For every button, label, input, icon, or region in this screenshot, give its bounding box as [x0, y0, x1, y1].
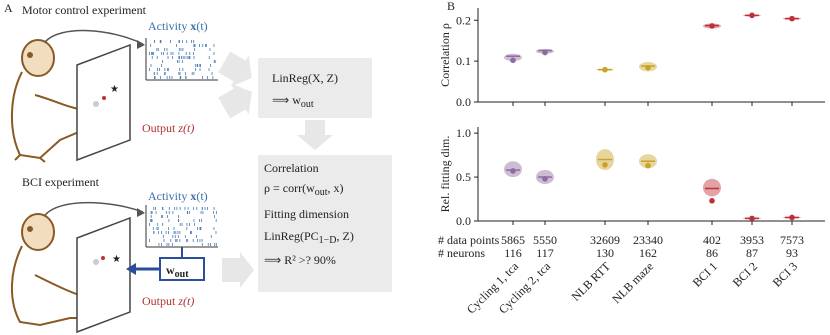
point	[602, 66, 608, 73]
cursor-red	[101, 256, 105, 260]
box-linreg	[258, 58, 372, 118]
output-text: Output	[142, 121, 178, 135]
box1-sub: out	[301, 99, 314, 110]
table-cell: 402	[703, 233, 721, 247]
output-symbol: z(t)	[177, 294, 194, 308]
panel-b: Correlation ρ 0.0 0.1 0.2 Rel. fitting dim. 0…	[438, 8, 825, 316]
box2-line: ρ = corr(wout, x)	[264, 181, 344, 198]
table-cell: 23340	[633, 233, 663, 247]
x-tick-label: NLB RTT	[569, 259, 614, 304]
table-cell: 5550	[533, 233, 557, 247]
activity-symbol: x	[190, 189, 196, 203]
y-axis-label: Rel. fitting dim.	[438, 136, 452, 213]
box1-text: ⟹ w	[272, 93, 301, 107]
panel-letter: B	[447, 0, 455, 13]
y-tick-label: 0.0	[456, 214, 471, 228]
cursor	[93, 101, 99, 107]
arrowhead	[137, 208, 145, 217]
table-cell: 3953	[740, 233, 764, 247]
flow-arrows	[218, 51, 333, 288]
point	[749, 12, 755, 19]
point	[542, 176, 548, 182]
output-symbol: z(t)	[177, 121, 194, 135]
box1-line: LinReg(X, Z)	[272, 71, 338, 85]
activity-arg: (t)	[196, 189, 207, 203]
activity-label: Activity x(t)	[148, 189, 208, 203]
box1-line: ⟹ wout	[272, 93, 314, 110]
arrowhead	[126, 263, 136, 275]
output-text: Output	[142, 294, 178, 308]
y-tick-label: 1.0	[456, 126, 471, 140]
y-tick-label: 0.5	[456, 170, 471, 184]
point	[789, 15, 795, 22]
box2-text: LinReg(PC	[264, 229, 319, 243]
wout-sub: out	[175, 269, 190, 280]
bci-title: BCI experiment	[22, 175, 100, 189]
table-cell: 5865	[501, 233, 525, 247]
table-cell: 93	[786, 246, 798, 260]
table-cell: 7573	[780, 233, 804, 247]
table-cell: 116	[504, 246, 522, 260]
y-tick-label: 0.2	[456, 13, 471, 27]
y-axis-label: Correlation ρ	[438, 23, 452, 87]
x-tick-label: BCI 2	[730, 259, 760, 289]
activity-arg: (t)	[196, 19, 207, 33]
screen-top	[76, 43, 131, 162]
monkey-top	[11, 39, 101, 163]
point	[602, 161, 608, 168]
x-tick-label: BCI 1	[690, 259, 720, 289]
motor-title: Motor control experiment	[22, 3, 147, 17]
row-label: # neurons	[438, 246, 485, 260]
arrow-bottom	[44, 201, 144, 216]
table-cell: 87	[746, 246, 758, 260]
activity-text: Activity	[148, 189, 190, 203]
table-cell: 130	[596, 246, 614, 260]
row-label: # data points	[438, 233, 500, 247]
cursor	[93, 259, 99, 265]
activity-text: Activity	[148, 19, 190, 33]
violin	[703, 178, 721, 197]
box2-sub: out	[315, 187, 328, 198]
cursor-red	[102, 96, 106, 100]
table-cell: 117	[536, 246, 554, 260]
point	[709, 197, 715, 204]
table-cell: 86	[706, 246, 718, 260]
x-tick-label: NLB maze	[609, 259, 656, 306]
point	[645, 64, 651, 71]
point	[709, 23, 715, 29]
activity-label: Activity x(t)	[148, 19, 208, 33]
box2-line: Correlation	[264, 161, 319, 175]
table-cell: 32609	[590, 233, 620, 247]
target-star: ★	[112, 254, 121, 265]
box2-text: , Z)	[337, 229, 354, 243]
target-star: ★	[110, 84, 119, 95]
point	[542, 49, 548, 56]
activity-symbol: x	[190, 19, 196, 33]
output-label: Output z(t)	[142, 294, 194, 308]
point	[789, 214, 795, 221]
box-metrics	[258, 155, 392, 292]
arrow-top	[44, 29, 144, 45]
box2-line: LinReg(PC1−D, Z)	[264, 229, 354, 246]
panel-letter: A	[4, 1, 13, 15]
point	[645, 162, 651, 169]
output-label: Output z(t)	[142, 121, 194, 135]
point	[510, 57, 516, 64]
point	[510, 168, 516, 174]
box2-text: ρ = corr(w	[264, 181, 315, 195]
box2-line: ⟹ R² >? 90%	[264, 253, 336, 267]
table-cell: 162	[639, 246, 657, 260]
wout-symbol: w	[166, 263, 175, 277]
box2-line: Fitting dimension	[264, 207, 349, 221]
y-tick-label: 0.0	[456, 95, 471, 109]
point	[749, 215, 755, 222]
arrowhead	[137, 40, 145, 49]
box2-text: , x)	[328, 181, 344, 195]
screen-bottom	[76, 216, 131, 334]
x-tick-label: BCI 3	[770, 259, 800, 289]
wout: wout	[166, 263, 189, 280]
y-tick-label: 0.1	[456, 54, 471, 68]
box2-sub: 1−D	[319, 235, 337, 246]
